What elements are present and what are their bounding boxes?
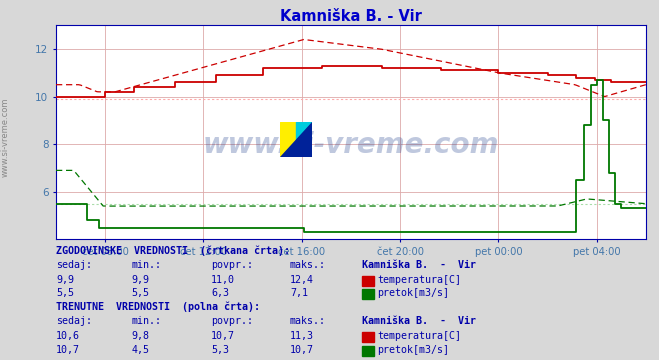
Text: 4,5: 4,5	[132, 345, 150, 355]
Text: maks.:: maks.:	[290, 260, 326, 270]
Text: Kamniška B.  -  Vir: Kamniška B. - Vir	[362, 316, 476, 326]
Text: 5,3: 5,3	[211, 345, 229, 355]
Text: maks.:: maks.:	[290, 316, 326, 326]
Text: 9,8: 9,8	[132, 331, 150, 341]
Bar	[280, 122, 296, 157]
Text: temperatura[C]: temperatura[C]	[378, 331, 461, 341]
Text: 10,7: 10,7	[56, 345, 80, 355]
Text: 5,5: 5,5	[132, 288, 150, 298]
Bar	[296, 122, 312, 157]
Text: 9,9: 9,9	[132, 275, 150, 285]
Polygon shape	[280, 122, 312, 157]
Text: Kamniška B.  -  Vir: Kamniška B. - Vir	[362, 260, 476, 270]
Text: www.si-vreme.com: www.si-vreme.com	[1, 97, 10, 176]
Text: 5,5: 5,5	[56, 288, 74, 298]
Text: 11,0: 11,0	[211, 275, 235, 285]
Text: pretok[m3/s]: pretok[m3/s]	[378, 345, 449, 355]
Text: 10,7: 10,7	[290, 345, 314, 355]
Text: sedaj:: sedaj:	[56, 260, 92, 270]
Text: 7,1: 7,1	[290, 288, 308, 298]
Text: min.:: min.:	[132, 260, 162, 270]
Text: temperatura[C]: temperatura[C]	[378, 275, 461, 285]
Title: Kamniška B. - Vir: Kamniška B. - Vir	[280, 9, 422, 24]
Text: 12,4: 12,4	[290, 275, 314, 285]
Text: min.:: min.:	[132, 316, 162, 326]
Text: 10,7: 10,7	[211, 331, 235, 341]
Text: sedaj:: sedaj:	[56, 316, 92, 326]
Text: povpr.:: povpr.:	[211, 316, 253, 326]
Text: pretok[m3/s]: pretok[m3/s]	[378, 288, 449, 298]
Text: TRENUTNE  VREDNOSTI  (polna črta):: TRENUTNE VREDNOSTI (polna črta):	[56, 301, 260, 312]
Text: 11,3: 11,3	[290, 331, 314, 341]
Text: ZGODOVINSKE  VREDNOSTI  (črtkana črta):: ZGODOVINSKE VREDNOSTI (črtkana črta):	[56, 245, 290, 256]
Text: povpr.:: povpr.:	[211, 260, 253, 270]
Text: 9,9: 9,9	[56, 275, 74, 285]
Text: 6,3: 6,3	[211, 288, 229, 298]
Text: 10,6: 10,6	[56, 331, 80, 341]
Text: www.si-vreme.com: www.si-vreme.com	[203, 131, 499, 159]
